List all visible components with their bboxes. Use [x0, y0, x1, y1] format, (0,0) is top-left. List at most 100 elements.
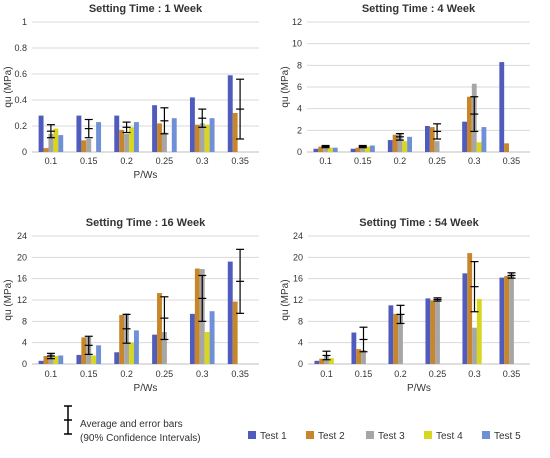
- x-tick-label: 0.35: [503, 156, 521, 166]
- error-bar: [433, 123, 442, 140]
- bar-test-2: [467, 253, 473, 364]
- y-axis-label: qu (MPa): [280, 279, 291, 320]
- bar-test-2: [393, 313, 399, 364]
- bar-test-4: [129, 342, 134, 364]
- error-bar: [198, 274, 207, 322]
- y-axis-label: qu (MPa): [3, 66, 14, 107]
- bar-test-3: [509, 273, 514, 364]
- error-bar: [359, 326, 368, 353]
- bar-test-4: [53, 356, 59, 364]
- bar-test-2: [194, 124, 200, 152]
- x-tick-label: 0.25: [429, 369, 447, 379]
- error-bar: [358, 144, 367, 149]
- legend-item-label: Test 1: [260, 431, 287, 442]
- bar-test-5: [332, 147, 338, 152]
- bar-test-1: [387, 140, 393, 152]
- bar-test-3: [161, 332, 167, 364]
- x-tick-label: 0.1: [319, 156, 332, 166]
- legend-item-label: Test 4: [436, 431, 463, 442]
- bar-test-1: [227, 261, 233, 364]
- chart-title: Setting Time : 4 Week: [362, 3, 476, 15]
- bar-test-4: [328, 358, 334, 364]
- x-tick-label: 0.2: [394, 156, 407, 166]
- x-tick-label: 0.15: [80, 369, 98, 379]
- x-tick-label: 0.25: [156, 369, 174, 379]
- bar-test-3: [398, 314, 403, 364]
- x-tick-label: 0.35: [503, 369, 521, 379]
- bar-test-2: [429, 127, 435, 152]
- bar-test-4: [327, 147, 333, 152]
- y-tick-label: 8: [298, 316, 303, 326]
- y-tick-label: 0.8: [14, 43, 27, 53]
- chart-title: Setting Time : 54 Week: [359, 217, 479, 229]
- bar-test-5: [209, 311, 215, 364]
- bar-test-2: [43, 356, 49, 364]
- y-tick-label: 0.2: [14, 121, 27, 131]
- bar-test-2: [430, 300, 436, 364]
- bar-test-2: [119, 129, 125, 152]
- x-tick-label: 0.3: [468, 156, 481, 166]
- error-bar: [236, 78, 245, 140]
- bar-test-3: [161, 132, 167, 152]
- bar-test-1: [114, 352, 120, 364]
- error-bar: [122, 313, 131, 344]
- bar-test-2: [467, 96, 472, 152]
- bar-test-4: [91, 355, 97, 364]
- legend-item-label: Test 5: [494, 431, 521, 442]
- y-tick-label: 4: [297, 104, 302, 114]
- chart-panel-4: Setting Time : 54 Week 0 4 8 12 16 20 24 qu (MPa…: [280, 217, 530, 394]
- y-tick-label: 12: [293, 295, 303, 305]
- y-tick-label: 0.4: [14, 95, 27, 105]
- x-tick-label: 0.2: [394, 369, 407, 379]
- y-tick-label: 0: [22, 147, 27, 157]
- bar-test-1: [227, 75, 233, 152]
- x-tick-label: 0.35: [231, 369, 249, 379]
- legend-swatch-3: [366, 431, 374, 439]
- bar-test-2: [318, 146, 324, 152]
- x-tick-label: 0.1: [45, 369, 58, 379]
- bar-test-4: [204, 124, 210, 152]
- legend-swatch-1: [248, 431, 256, 439]
- bar-test-1: [425, 298, 431, 364]
- error-bar: [160, 296, 169, 341]
- x-tick-label: 0.35: [231, 156, 249, 166]
- error-bar: [321, 144, 330, 149]
- x-axis-label: P/Ws: [407, 383, 431, 394]
- bar-test-5: [481, 127, 487, 152]
- error-bar: [84, 118, 93, 139]
- bar-test-4: [53, 128, 59, 152]
- bar-test-1: [38, 360, 44, 364]
- bar-test-3: [434, 141, 440, 152]
- y-tick-label: 0: [22, 359, 27, 369]
- bar-test-2: [504, 143, 510, 152]
- bar-test-5: [96, 122, 102, 152]
- bar-test-5: [58, 135, 64, 152]
- y-tick-label: 20: [293, 252, 303, 262]
- x-tick-label: 0.1: [320, 369, 333, 379]
- legend-swatch-2: [306, 431, 314, 439]
- error-bar: [433, 297, 442, 302]
- bar-test-4: [402, 141, 408, 152]
- chart-panel-2: Setting Time : 4 Week 0 2 4 6 8 10 12 qu (MPa) 0.…: [280, 3, 530, 166]
- y-tick-label: 8: [22, 316, 27, 326]
- y-tick-label: 24: [17, 231, 27, 241]
- x-tick-label: 0.3: [196, 369, 209, 379]
- legend-item-label: Test 3: [378, 431, 405, 442]
- bar-test-2: [194, 268, 200, 364]
- x-tick-label: 0.2: [120, 369, 133, 379]
- y-tick-label: 0: [298, 359, 303, 369]
- y-tick-label: 16: [293, 274, 303, 284]
- bar-test-5: [209, 118, 215, 152]
- bar-test-2: [81, 140, 87, 152]
- bar-test-2: [157, 293, 162, 364]
- bar-test-3: [360, 146, 366, 152]
- error-bar: [395, 132, 404, 141]
- bar-test-3: [435, 300, 440, 364]
- bar-test-5: [369, 145, 375, 152]
- y-tick-label: 12: [17, 295, 27, 305]
- bar-test-1: [152, 105, 158, 152]
- y-tick-label: 2: [297, 125, 302, 135]
- bar-test-3: [86, 139, 92, 152]
- x-tick-label: 0.15: [355, 369, 373, 379]
